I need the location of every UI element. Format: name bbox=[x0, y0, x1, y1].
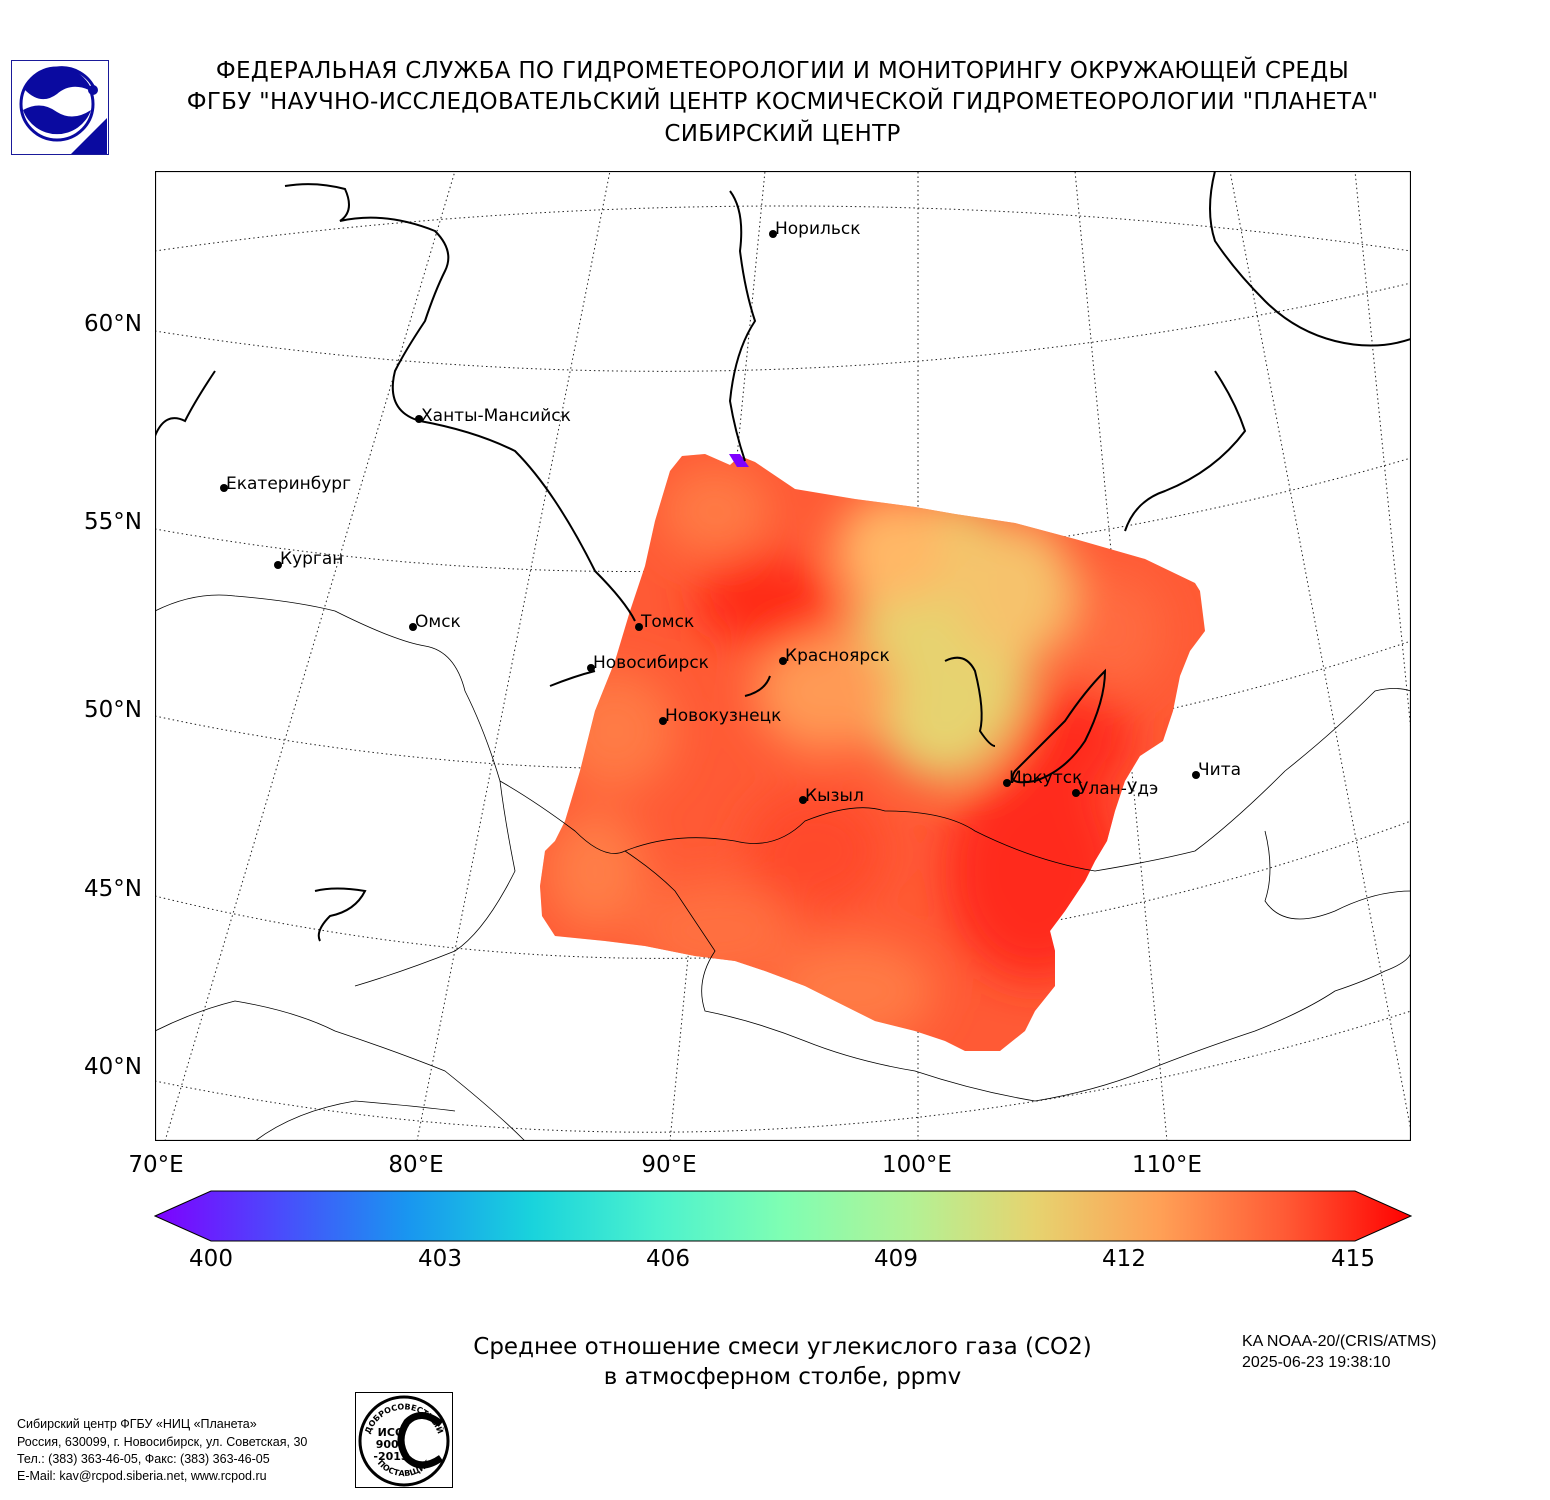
colorbar-tick: 409 bbox=[874, 1246, 918, 1272]
planeta-logo bbox=[11, 60, 109, 155]
lat-label: 40°N bbox=[84, 1054, 142, 1080]
city-label: Улан-Удэ bbox=[1078, 779, 1158, 799]
footer-phone: Тел.: (383) 363-46-05, Факс: (383) 363-4… bbox=[17, 1452, 270, 1466]
city-label: Омск bbox=[415, 612, 461, 632]
city-markers bbox=[220, 230, 1200, 804]
map-frame: Норильск Ханты-Мансийск Екатеринбург Кур… bbox=[154, 170, 1412, 1142]
city-label: Кызыл bbox=[805, 786, 864, 806]
iso-text-2: 9001 bbox=[376, 1438, 407, 1451]
colorbar-tick: 400 bbox=[189, 1246, 233, 1272]
city-label: Норильск bbox=[775, 219, 861, 239]
iso-text-3: -2015 bbox=[373, 1450, 408, 1463]
lon-label: 90°E bbox=[641, 1152, 697, 1178]
colorbar-tick: 403 bbox=[418, 1246, 462, 1272]
lat-label: 45°N bbox=[84, 876, 142, 902]
colorbar-tick: 406 bbox=[646, 1246, 690, 1272]
footer-address: Россия, 630099, г. Новосибирск, ул. Сове… bbox=[17, 1435, 308, 1449]
lon-label: 100°E bbox=[882, 1152, 952, 1178]
city-label: Новосибирск bbox=[593, 653, 709, 673]
graticule bbox=[154, 170, 1412, 1142]
header-line-1: ФЕДЕРАЛЬНАЯ СЛУЖБА ПО ГИДРОМЕТЕОРОЛОГИИ … bbox=[215, 58, 1350, 84]
colorbar-tick: 412 bbox=[1102, 1246, 1146, 1272]
footer-email: E-Mail: kav@rcpod.siberia.net, www.rcpod… bbox=[17, 1469, 267, 1483]
caption-line-2: в атмосферном столбе, ppmv bbox=[603, 1364, 962, 1390]
footer-org: Сибирский центр ФГБУ «НИЦ «Планета» bbox=[17, 1417, 257, 1431]
city-label: Новокузнецк bbox=[665, 706, 781, 726]
city-label: Екатеринбург bbox=[226, 474, 351, 494]
colorbar-tick: 415 bbox=[1331, 1246, 1375, 1272]
purple-pixel bbox=[729, 454, 749, 467]
lon-label: 80°E bbox=[388, 1152, 444, 1178]
city-label: Иркутск bbox=[1009, 768, 1082, 788]
satellite-name: KA NOAA-20/(CRIS/ATMS) bbox=[1242, 1333, 1437, 1350]
iso-text-1: ИСО bbox=[378, 1426, 405, 1439]
rivers-coastlines bbox=[154, 170, 1412, 942]
header-line-3: СИБИРСКИЙ ЦЕНТР bbox=[664, 121, 901, 147]
iso-certification-badge: ДОБРОСОВЕСТНЫЙ ПОСТАВЩИК ИСО 9001 -2015 bbox=[355, 1392, 453, 1488]
header-line-2: ФГБУ "НАУЧНО-ИССЛЕДОВАТЕЛЬСКИЙ ЦЕНТР КОС… bbox=[186, 89, 1379, 115]
lat-label: 50°N bbox=[84, 697, 142, 723]
city-label: Ханты-Мансийск bbox=[421, 406, 571, 426]
lat-label: 55°N bbox=[84, 509, 142, 535]
lon-label: 70°E bbox=[128, 1152, 184, 1178]
satellite-timestamp: 2025-06-23 19:38:10 bbox=[1242, 1354, 1391, 1371]
country-borders bbox=[154, 594, 1412, 1142]
caption-line-1: Среднее отношение смеси углекислого газа… bbox=[473, 1334, 1092, 1360]
city-label: Курган bbox=[280, 549, 343, 569]
city-label: Красноярск bbox=[785, 646, 890, 666]
colorbar bbox=[153, 1190, 1413, 1242]
co2-swath bbox=[540, 454, 1205, 1051]
lat-label: 60°N bbox=[84, 311, 142, 337]
city-label: Чита bbox=[1198, 760, 1241, 780]
lon-label: 110°E bbox=[1132, 1152, 1202, 1178]
city-label: Томск bbox=[640, 612, 694, 632]
